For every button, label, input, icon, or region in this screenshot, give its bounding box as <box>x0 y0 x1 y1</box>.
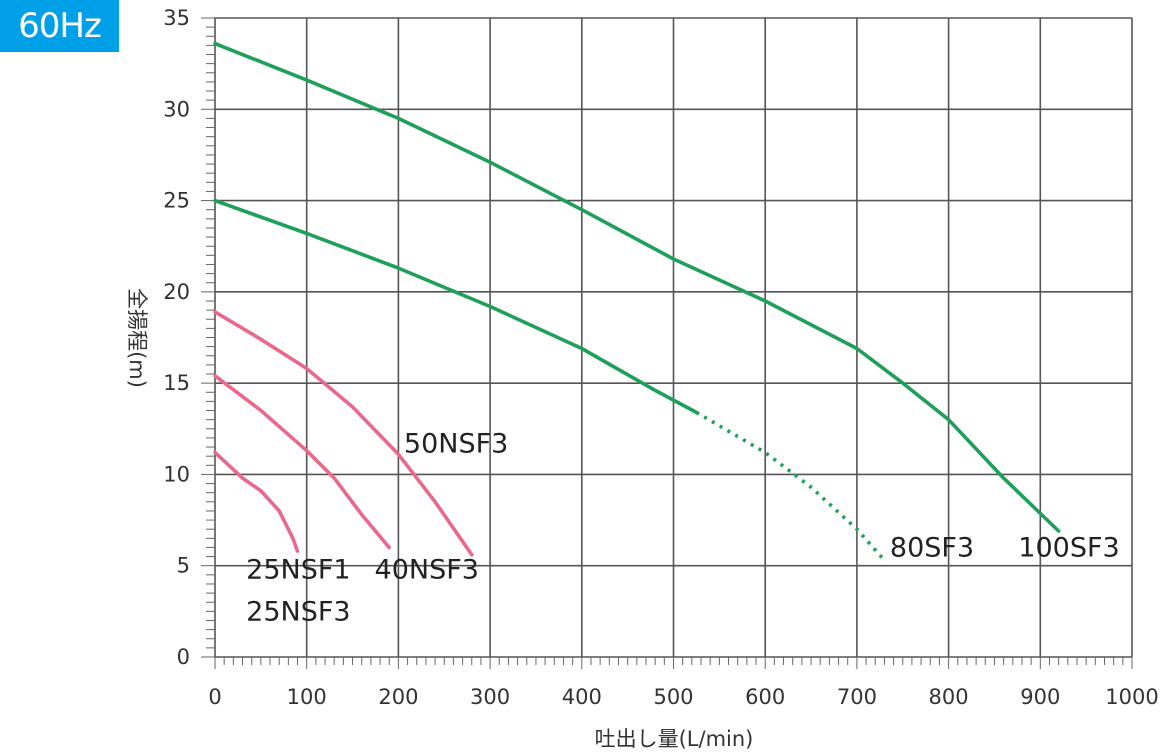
x-tick-label-600: 600 <box>745 685 785 709</box>
y-axis-title: 全揚程(m) <box>125 288 149 388</box>
series-group <box>213 41 1061 562</box>
x-axis-title: 吐出し量(L/min) <box>595 727 754 751</box>
x-tick-label-1000: 1000 <box>1105 685 1158 709</box>
x-tick-label-900: 900 <box>1020 685 1060 709</box>
frequency-badge: 60Hz <box>0 0 119 52</box>
y-tick-label-30: 30 <box>163 97 190 121</box>
series-line-25nsf1-25nsf3 <box>213 450 300 553</box>
x-tick-label-300: 300 <box>470 685 510 709</box>
y-tick-label-35: 35 <box>163 6 190 30</box>
x-tick-label-400: 400 <box>562 685 602 709</box>
grid <box>214 17 1133 658</box>
series-line-80sf3 <box>213 198 699 415</box>
series-label-25nsf3: 25NSF3 <box>246 596 350 627</box>
y-tick-label-20: 20 <box>163 280 190 304</box>
x-tick-label-800: 800 <box>929 685 969 709</box>
series-label-40nsf3: 40NSF3 <box>375 554 479 585</box>
series-line-80sf3-extrapolated <box>695 410 886 562</box>
y-tick-label-25: 25 <box>163 189 190 213</box>
x-tick-label-0: 0 <box>208 685 221 709</box>
y-tick-label-10: 10 <box>163 462 190 486</box>
y-tick-label-0: 0 <box>177 645 190 669</box>
x-tick-label-500: 500 <box>653 685 693 709</box>
series-line-50nsf3 <box>213 310 474 557</box>
y-tick-label-5: 5 <box>177 554 190 578</box>
series-labels: 50NSF3 40NSF3 25NSF1 25NSF3 80SF3 100SF3 <box>246 429 1120 628</box>
series-label-25nsf1: 25NSF1 <box>246 554 350 585</box>
series-line-40nsf3 <box>213 373 392 550</box>
x-tick-label-700: 700 <box>837 685 877 709</box>
series-label-50nsf3: 50NSF3 <box>404 429 508 460</box>
series-label-80sf3: 80SF3 <box>890 533 974 564</box>
x-tick-label-200: 200 <box>378 685 418 709</box>
y-tick-label-15: 15 <box>163 371 190 395</box>
tick-labels: 0 100 200 300 400 500 600 700 800 900 1000 0 5 10 15 20… <box>163 6 1158 709</box>
series-line-100sf3 <box>213 41 1061 533</box>
series-label-100sf3: 100SF3 <box>1018 533 1119 564</box>
minor-ticks <box>201 17 1133 669</box>
x-tick-label-100: 100 <box>287 685 327 709</box>
